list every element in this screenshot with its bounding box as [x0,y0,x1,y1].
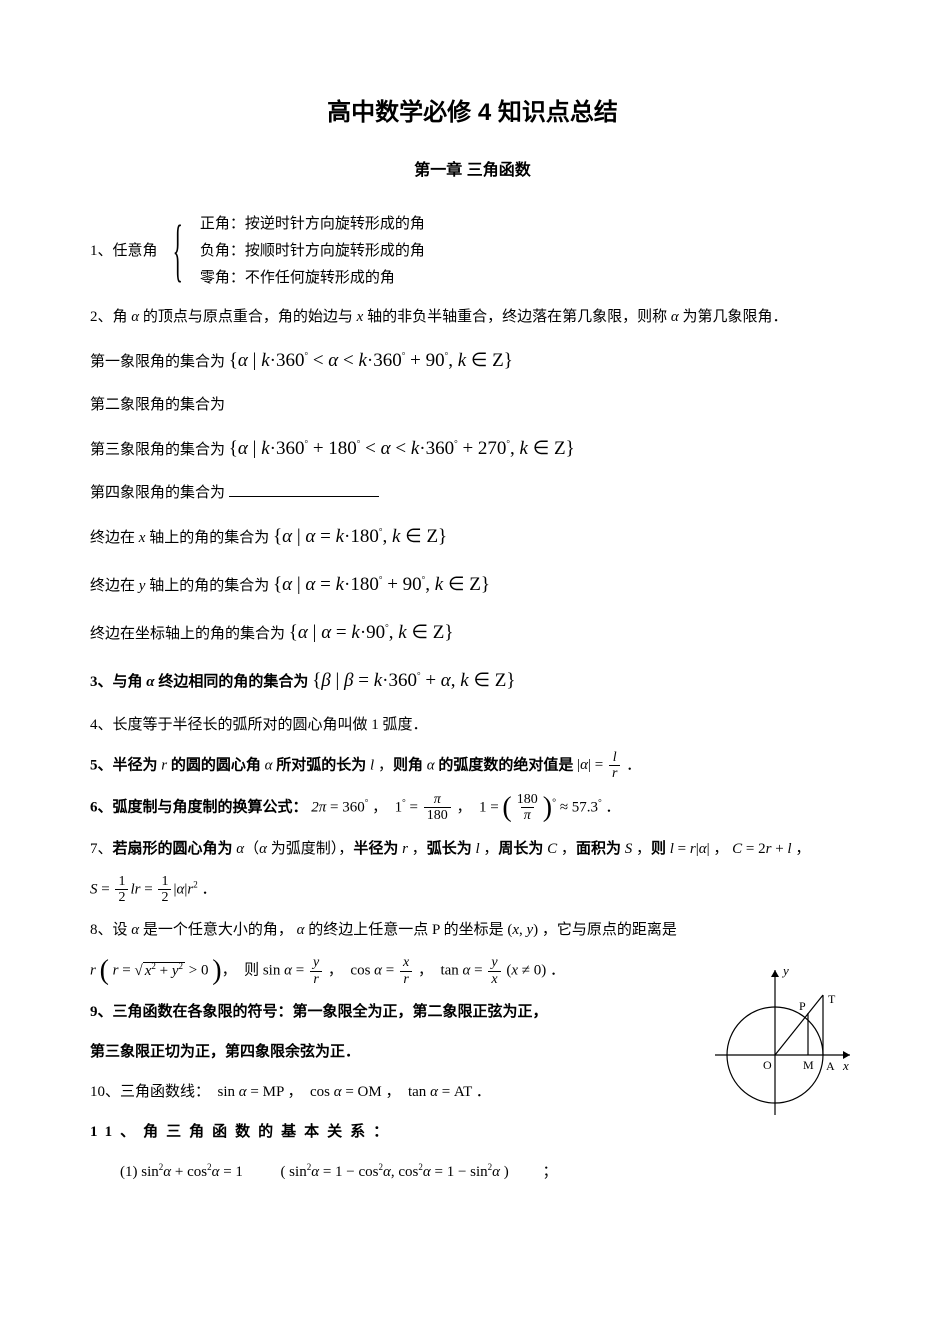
item-2-xaxis: 终边在 x 轴上的角的集合为 {α | α = k·180°, k ∈ Z} [90,518,855,556]
item-11-f2: ( sin2α = 1 − cos2α, cos2α = 1 − sin2α ) [280,1164,508,1180]
item-9-line2: 第三象限正切为正，第四象限余弦为正． [90,1037,705,1067]
semi: ； [543,1164,558,1180]
item-2-q4: 第四象限角的集合为 [90,478,855,508]
q3-set: {α | k·360° + 180° < α < k·360° + 270°, … [229,438,575,459]
xaxis-set: {α | α = k·180°, k ∈ Z} [273,526,447,547]
item-3-set: {β | β = k·360° + α, k ∈ Z} [312,670,515,691]
item-6-label: 6、弧度制与角度制的换算公式： [90,799,308,815]
item-2-main: 2、角 α 的顶点与原点重合，角的始边与 x 轴的非负半轴重合，终边落在第几象限… [90,309,787,325]
item-11-f1: (1) sin2α + cos2α = 1 [120,1164,243,1180]
item-7: 7、若扇形的圆心角为 α（α 为弧度制），半径为 r ，弧长为 l ，周长为 C… [90,834,855,864]
item-2-q2: 第二象限角的集合为 [90,390,855,420]
item-7-text: 7、若扇形的圆心角为 α（α 为弧度制），半径为 r ，弧长为 l ，周长为 C… [90,841,810,857]
trig-circle-svg: x y O M A P T [705,955,855,1125]
item-1-label: 1、任意角 [90,243,158,259]
svg-text:P: P [799,999,806,1013]
item-1-line-3: 零角：不作任何旋转形成的角 [200,265,425,292]
item-7-line2: S = 12lr = 12|α|r2 ． [90,874,855,906]
coord-set: {α | α = k·90°, k ∈ Z} [289,622,454,643]
q2-label: 第二象限角的集合为 [90,397,225,413]
item-2: 2、角 α 的顶点与原点重合，角的始边与 x 轴的非负半轴重合，终边落在第几象限… [90,302,855,332]
item-3: 3、与角 α 终边相同的角的集合为 {β | β = k·360° + α, k… [90,662,855,700]
chapter-subtitle: 第一章 三角函数 [90,156,855,186]
item-11-label: 11、角三角函数的基本关系： [90,1124,396,1140]
item-6: 6、弧度制与角度制的换算公式： 2π = 360° ， 1° = π180 ， … [90,792,855,824]
yaxis-set: {α | α = k·180° + 90°, k ∈ Z} [273,574,490,595]
unit-circle-diagram: x y O M A P T [705,955,855,1136]
item-6-f1: 2π [311,799,326,815]
item-9: 9、三角函数在各象限的符号：第一象限全为正，第二象限正弦为正， [90,997,705,1027]
item-1-line-2: 负角：按顺时针方向旋转形成的角 [200,238,425,265]
item-2-q1: 第一象限角的集合为 {α | k·360° < α < k·360° + 90°… [90,342,855,380]
item-8-text-a: 8、设 α 是一个任意大小的角， α 的终边上任意一点 P 的坐标是 (x, y… [90,922,677,938]
q4-label: 第四象限角的集合为 [90,485,225,501]
q1-set: {α | k·360° < α < k·360° + 90°, k ∈ Z} [229,350,513,371]
item-5: 5、半径为 r 的圆的圆心角 α 所对弧的长为 l ，则角 α 的弧度数的绝对值… [90,750,855,782]
yaxis-label: 终边在 y 轴上的角的集合为 [90,578,273,594]
item-8: 8、设 α 是一个任意大小的角， α 的终边上任意一点 P 的坐标是 (x, y… [90,915,855,945]
q1-label: 第一象限角的集合为 [90,354,229,370]
item-3-label: 3、与角 α 终边相同的角的集合为 [90,674,312,690]
xaxis-label: 终边在 x 轴上的角的集合为 [90,530,273,546]
svg-text:O: O [763,1058,772,1072]
item-4: 4、长度等于半径长的弧所对的圆心角叫做 1 弧度． [90,710,855,740]
item-11: 11、角三角函数的基本关系： [90,1117,705,1147]
q3-label: 第三象限角的集合为 [90,442,229,458]
svg-text:A: A [826,1059,835,1073]
item-10: 10、三角函数线： sin α = MP ， cos α = OM ， tan … [90,1077,705,1107]
item-8-line2: r ( r = √x2 + y2 > 0 )， 则 sin α = yr ， c… [90,955,705,987]
svg-text:y: y [781,963,789,978]
svg-text:T: T [828,992,836,1006]
svg-text:M: M [803,1058,814,1072]
item-2-q3: 第三象限角的集合为 {α | k·360° + 180° < α < k·360… [90,430,855,468]
coord-label: 终边在坐标轴上的角的集合为 [90,626,289,642]
svg-text:x: x [842,1058,849,1073]
item-5-text: 5、半径为 [90,757,158,773]
item-5-formula: |α| = lr [577,757,622,773]
item-1: 1、任意角 { 正角：按逆时针方向旋转形成的角 负角：按顺时针方向旋转形成的角 … [90,211,855,292]
item-1-line-1: 正角：按逆时针方向旋转形成的角 [200,211,425,238]
blank-line [229,482,379,497]
item-2-yaxis: 终边在 y 轴上的角的集合为 {α | α = k·180° + 90°, k … [90,566,855,604]
brace-icon: { [173,211,183,291]
item-11-f: (1) sin2α + cos2α = 1 ( sin2α = 1 − cos2… [90,1157,705,1187]
item-2-coord: 终边在坐标轴上的角的集合为 {α | α = k·90°, k ∈ Z} [90,614,855,652]
page-title: 高中数学必修 4 知识点总结 [90,90,855,136]
